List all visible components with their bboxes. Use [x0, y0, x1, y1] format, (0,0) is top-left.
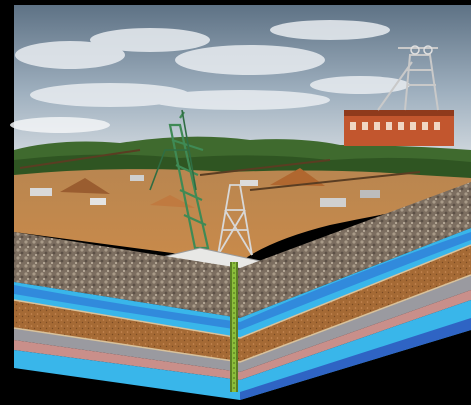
drilling-rig-derrick — [217, 184, 253, 256]
stratum-brown — [14, 245, 471, 362]
stratum-deep-blue — [240, 318, 471, 400]
stratum-grey — [14, 275, 471, 372]
rear-crane — [149, 109, 197, 191]
geology-cutaway — [13, 182, 471, 400]
conveyor-lines — [19, 149, 421, 191]
clouds — [10, 20, 410, 133]
spoil-heaps — [60, 168, 325, 208]
mine-buildings — [30, 175, 380, 207]
borehole — [230, 262, 238, 392]
stratum-pink — [14, 290, 471, 380]
gravel-layer — [14, 182, 471, 318]
stratum-cyan-lower — [14, 300, 471, 400]
green-crane — [168, 111, 210, 250]
headframe — [344, 45, 454, 146]
stratum-blue — [14, 232, 471, 330]
